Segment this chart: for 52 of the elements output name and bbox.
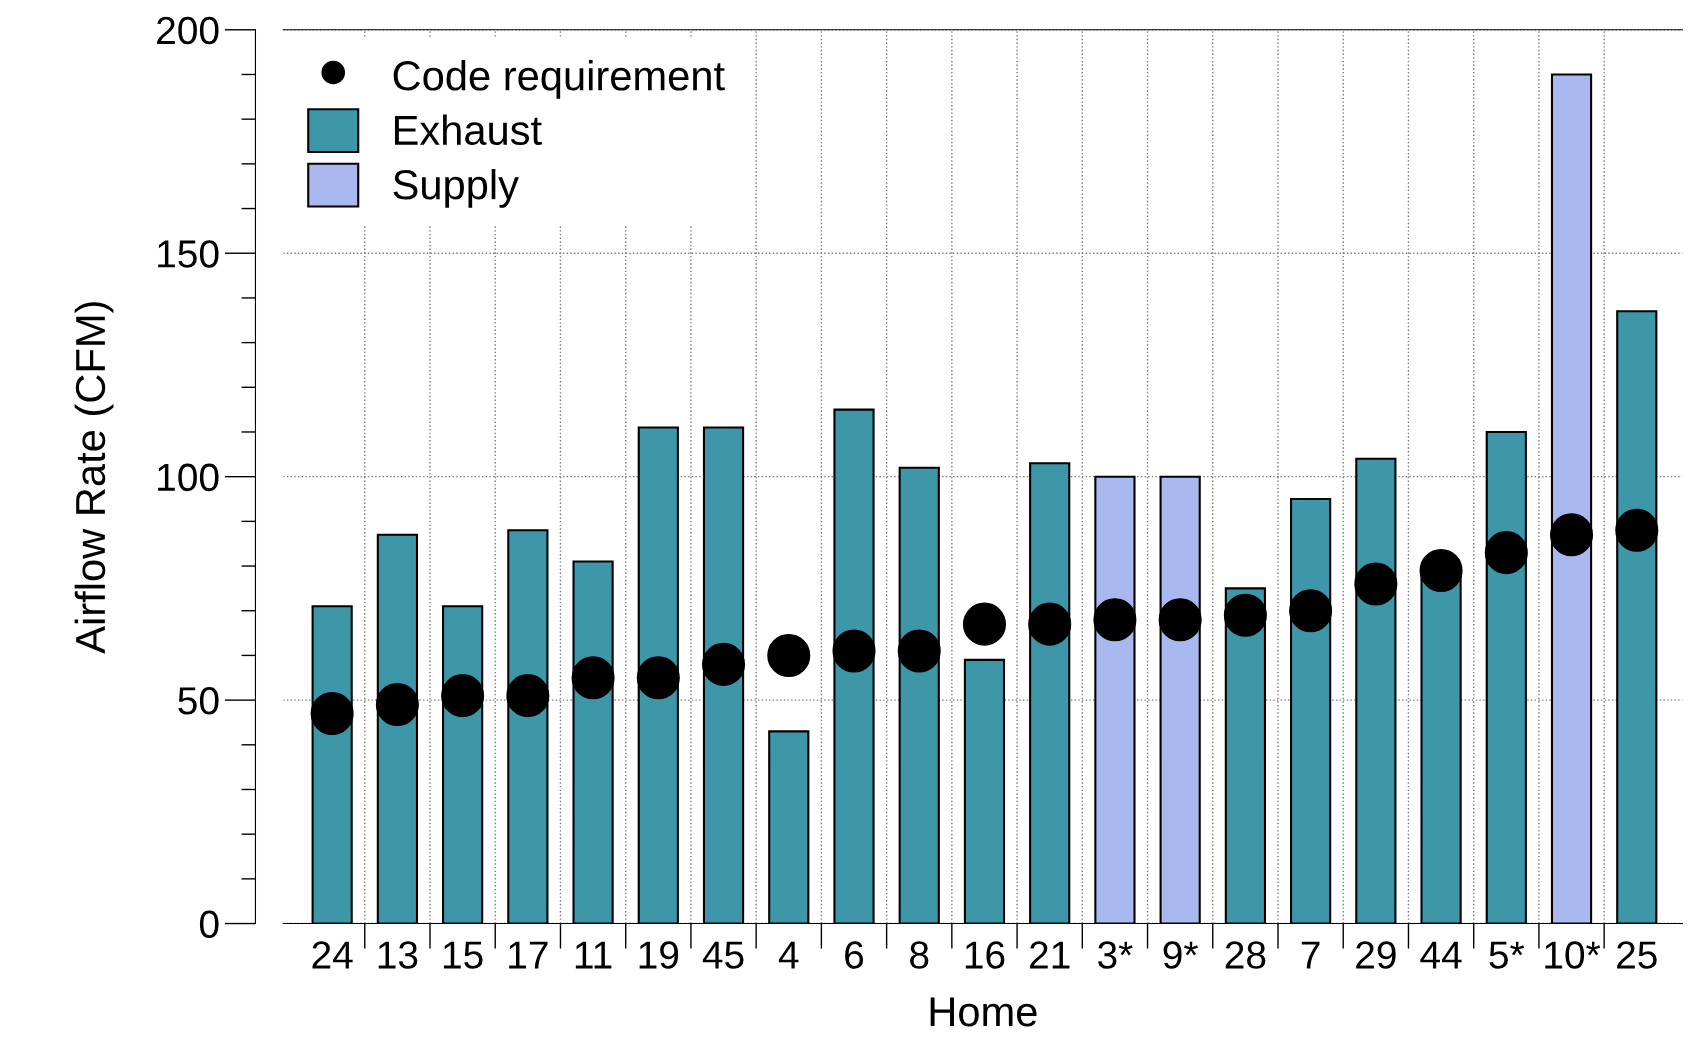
point: [571, 656, 615, 700]
point: [375, 683, 419, 727]
legend-label: Exhaust: [394, 114, 542, 146]
point: [1354, 562, 1398, 606]
point: [702, 642, 746, 686]
x-tick-label: 11: [575, 941, 612, 969]
x-tick-label: 8: [910, 941, 929, 969]
x-tick-label: 25: [1617, 941, 1657, 969]
x-tick-label: 16: [965, 941, 1005, 969]
x-tick-label: 4: [778, 941, 799, 969]
point: [962, 602, 1006, 646]
point: [1028, 602, 1072, 646]
x-tick-label: 19: [639, 941, 679, 969]
point: [441, 674, 485, 718]
y-tick-label: 0: [199, 910, 219, 939]
point: [1093, 598, 1137, 642]
point: [897, 629, 941, 673]
legend-label: Supply: [393, 168, 519, 208]
x-tick-label: 45: [702, 941, 744, 969]
point: [1419, 548, 1463, 593]
legend-label: Code requirement: [393, 60, 725, 99]
x-tick-label: 10*: [1545, 941, 1601, 969]
point: [1158, 598, 1202, 642]
x-tick-label: 28: [1225, 941, 1266, 969]
point: [1289, 589, 1333, 633]
y-tick-label: 150: [158, 240, 219, 268]
point: [832, 629, 876, 673]
x-tick-label: 29: [1356, 941, 1396, 969]
x-tick-label: 44: [1420, 941, 1462, 969]
point: [1615, 508, 1659, 552]
y-tick-label: 200: [157, 16, 219, 45]
x-tick-label: 17: [509, 941, 548, 969]
y-axis-title: Airflow Rate (CFM): [74, 302, 114, 654]
point: [1550, 513, 1594, 557]
x-tick-label: 21: [1030, 941, 1070, 969]
x-tick-label: 6: [845, 941, 864, 969]
x-tick-label: 9*: [1163, 941, 1198, 969]
x-axis-title: Home: [930, 997, 1037, 1027]
point: [767, 633, 811, 677]
x-tick-label: 13: [378, 941, 418, 969]
point: [1484, 531, 1528, 575]
point: [310, 691, 354, 736]
x-tick-label: 3*: [1098, 941, 1133, 969]
x-tick-label: 7: [1301, 941, 1320, 969]
x-tick-label: 24: [312, 941, 353, 969]
point: [1223, 593, 1267, 637]
y-tick-label: 50: [178, 687, 219, 715]
x-tick-label: 5*: [1489, 941, 1525, 969]
y-tick-label: 100: [158, 463, 219, 492]
point: [636, 656, 680, 700]
x-tick-label: 15: [443, 941, 483, 969]
point: [506, 674, 550, 718]
